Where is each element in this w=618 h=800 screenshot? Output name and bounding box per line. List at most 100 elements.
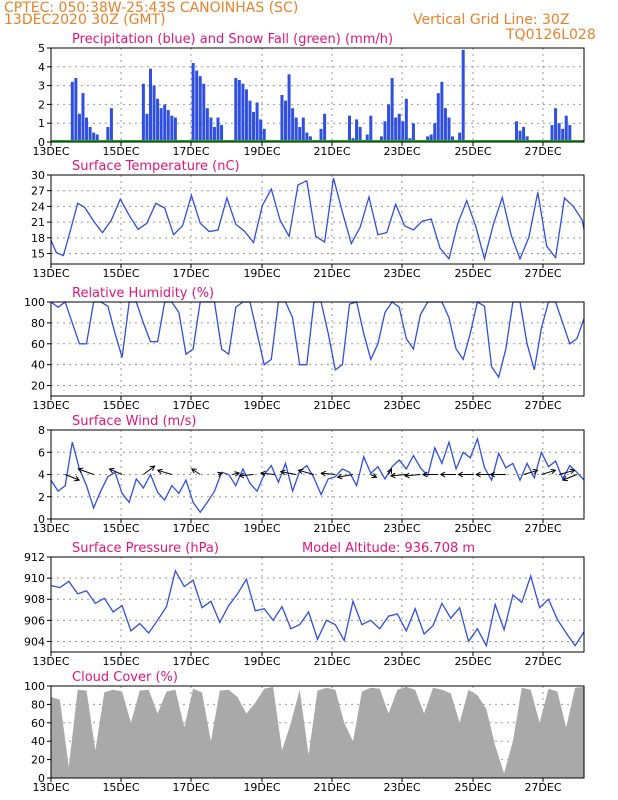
panel-title: Precipitation (blue) and Snow Fall (gree… (72, 32, 393, 47)
series-line (50, 300, 585, 379)
date-label: 13DEC (32, 399, 69, 412)
precip-bar (294, 117, 298, 142)
date-label: 27DEC (524, 655, 561, 668)
y-tick-label: 0 (38, 136, 45, 149)
precip-bar (141, 83, 145, 142)
wind-arrow (523, 469, 538, 475)
station-header: CPTEC: 050:38W-25:43S CANOINHAS (SC) (4, 0, 299, 16)
y-tick-label: 24 (31, 200, 45, 213)
precip-bar (241, 83, 245, 142)
precip-bar (404, 98, 408, 142)
date-label: 23DEC (383, 145, 420, 158)
y-tick-label: 908 (24, 593, 45, 606)
wind-arrow (541, 469, 556, 475)
date-label: 17DEC (172, 522, 209, 535)
precip-bar (564, 115, 568, 142)
precip-bar (291, 108, 295, 142)
wind-arrow-head (404, 472, 410, 479)
date-label: 15DEC (102, 267, 139, 280)
series-line (50, 436, 585, 514)
date-label: 27DEC (524, 267, 561, 280)
date-label: 15DEC (102, 399, 139, 412)
date-label: 25DEC (454, 522, 491, 535)
panel-title: Cloud Cover (%) (72, 670, 178, 685)
y-tick-label: 6 (38, 446, 45, 459)
date-label: 19DEC (243, 267, 280, 280)
wind-arrow-head (550, 468, 557, 475)
precip-bar (280, 95, 284, 142)
y-tick-label: 5 (38, 42, 45, 55)
panel-2 (47, 300, 585, 400)
precip-bar (429, 134, 433, 142)
precip-bar (365, 134, 369, 142)
wind-arrow (390, 474, 407, 477)
wind-arrow-head (238, 472, 245, 479)
date-label: 17DEC (172, 267, 209, 280)
series-line (50, 568, 585, 648)
y-tick-label: 910 (24, 572, 45, 585)
precip-bar (358, 126, 362, 142)
y-tick-label: 100 (24, 296, 45, 309)
wind-arrow-head (336, 473, 343, 480)
y-tick-label: 30 (31, 169, 45, 182)
wind-arrow-head (190, 468, 197, 474)
date-label: 27DEC (524, 399, 561, 412)
precip-bar (554, 108, 558, 142)
precip-bar (305, 132, 309, 142)
wind-arrow (405, 474, 421, 477)
y-tick-label: 60 (31, 717, 45, 730)
date-label: 23DEC (383, 267, 420, 280)
y-tick-label: 60 (31, 338, 45, 351)
wind-arrow-head (457, 471, 464, 478)
date-label: 27DEC (524, 781, 561, 794)
wind-arrow-head (74, 475, 81, 482)
plot-frame (50, 174, 585, 265)
y-tick-label: 80 (31, 317, 45, 330)
run-datetime: 13DEC2020 30Z (GMT) (4, 12, 166, 28)
precip-bar (237, 79, 241, 142)
panel-3 (47, 429, 585, 523)
y-tick-label: 18 (31, 232, 45, 245)
y-tick-label: 4 (38, 61, 45, 74)
precip-bar (248, 100, 252, 142)
precip-bar (255, 102, 259, 142)
y-tick-label: 21 (31, 216, 45, 229)
precip-bar (145, 113, 149, 142)
date-label: 15DEC (102, 781, 139, 794)
precip-bar (323, 113, 327, 142)
precip-bar (198, 76, 202, 142)
wind-arrow (558, 469, 575, 475)
precip-bar (301, 117, 305, 142)
plot-frame (50, 685, 585, 779)
panel-subtitle: Model Altitude: 936.708 m (302, 541, 475, 556)
wind-arrow (321, 472, 336, 475)
precip-bar (458, 132, 462, 142)
y-tick-label: 4 (38, 469, 45, 482)
plot-frame (50, 301, 585, 397)
wind-arrow-head (439, 471, 446, 478)
date-label: 19DEC (243, 655, 280, 668)
date-label: 25DEC (454, 781, 491, 794)
wind-arrow (337, 474, 354, 478)
precip-bar (81, 93, 85, 142)
precip-bar (262, 128, 266, 142)
date-label: 25DEC (454, 399, 491, 412)
y-tick-label: 2 (38, 491, 45, 504)
precip-bar (451, 136, 455, 142)
wind-arrow (78, 468, 94, 475)
y-tick-label: 40 (31, 735, 45, 748)
y-tick-label: 904 (24, 635, 45, 648)
precip-bar (390, 78, 394, 142)
wind-arrow-head (561, 475, 568, 482)
date-label: 15DEC (102, 145, 139, 158)
date-label: 21DEC (313, 655, 350, 668)
precip-bar (550, 125, 554, 142)
cloud-cover-area (51, 686, 584, 778)
precip-bar (216, 117, 220, 142)
precip-bar (156, 98, 160, 142)
wind-arrow (239, 474, 254, 477)
plot-frame (50, 47, 585, 143)
plot-frame (50, 556, 585, 653)
date-label: 17DEC (172, 781, 209, 794)
precip-bar (447, 117, 451, 142)
